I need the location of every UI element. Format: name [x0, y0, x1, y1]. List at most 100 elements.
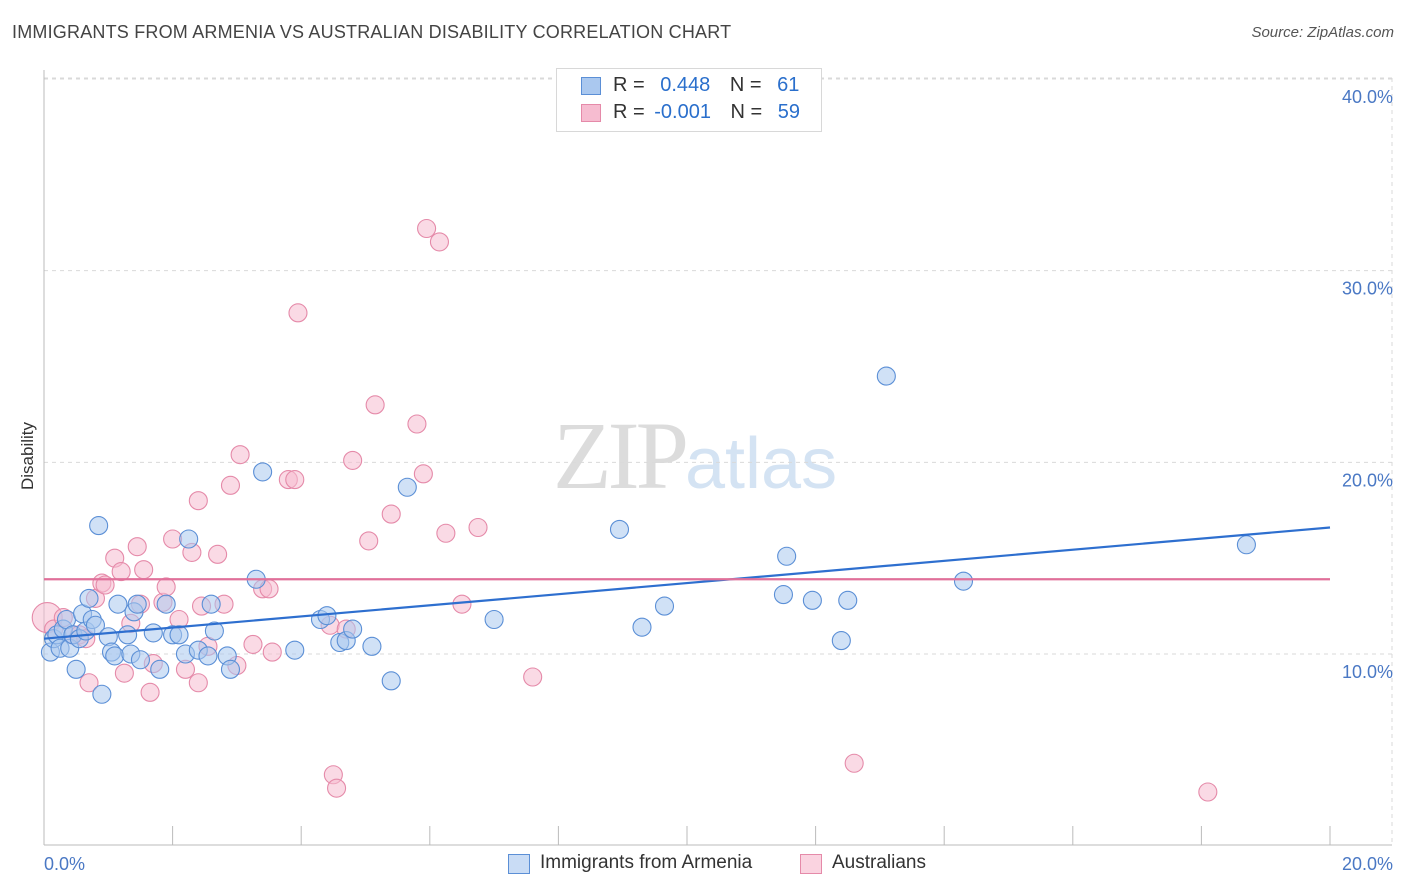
point-armenia — [204, 621, 224, 641]
x-tick-label: 0.0% — [44, 854, 85, 874]
x-tick-label: 20.0% — [1342, 854, 1393, 874]
point-australians — [220, 475, 241, 495]
legend-n-value: 61 — [777, 74, 800, 96]
watermark-zip: ZIP — [553, 402, 689, 509]
point-australians — [327, 778, 347, 798]
watermark-atlas: atlas — [685, 424, 838, 504]
y-tick-label: 10.0% — [1342, 662, 1393, 682]
point-armenia — [89, 516, 109, 536]
point-australians — [288, 303, 308, 323]
legend-swatch-pink — [581, 104, 601, 122]
point-armenia — [777, 546, 797, 566]
legend-n-label: N = — [730, 101, 763, 123]
y-tick-label: 30.0% — [1342, 279, 1393, 299]
series-legend: Immigrants from Armenia Australians — [0, 852, 1406, 878]
point-armenia — [285, 640, 305, 660]
point-australians — [230, 445, 250, 465]
point-armenia — [1236, 535, 1256, 555]
point-armenia — [802, 590, 822, 610]
point-armenia — [79, 588, 99, 608]
point-armenia — [773, 585, 794, 605]
point-australians — [285, 470, 305, 490]
point-australians — [844, 753, 864, 773]
point-australians — [523, 667, 543, 687]
legend-r-value: -0.001 — [654, 101, 711, 123]
point-armenia — [253, 462, 273, 482]
axis-layer — [43, 70, 1392, 846]
point-armenia — [632, 617, 652, 637]
point-australians — [188, 673, 208, 693]
point-armenia — [118, 625, 138, 645]
point-armenia — [198, 646, 218, 666]
point-australians — [140, 682, 160, 702]
point-australians — [127, 537, 147, 557]
point-australians — [417, 218, 437, 239]
point-armenia — [654, 596, 675, 616]
point-australians — [413, 464, 433, 484]
point-armenia — [381, 671, 401, 691]
y-tick-label: 20.0% — [1342, 470, 1393, 490]
series-swatch-blue — [508, 854, 530, 874]
point-armenia — [92, 684, 112, 704]
legend-r-value: 0.448 — [660, 74, 711, 96]
point-armenia — [201, 594, 221, 614]
point-armenia — [220, 659, 241, 679]
legend-swatch-blue — [581, 77, 601, 95]
point-armenia — [130, 650, 150, 670]
legend-r-label: R = — [613, 101, 645, 123]
watermark: ZIPatlas — [553, 400, 837, 511]
point-australians — [95, 575, 115, 595]
series-swatch-pink — [800, 854, 822, 874]
points-layer — [31, 218, 1256, 802]
correlation-legend: R = 0.448 N = 61 R = -0.001 N = 59 — [556, 68, 822, 132]
trend-layer — [43, 526, 1331, 640]
series-legend-label: Australians — [832, 852, 926, 873]
point-armenia — [397, 477, 417, 497]
tick-label-layer: 10.0% 20.0% 30.0% 40.0% 0.0% 20.0% — [44, 87, 1393, 874]
point-australians — [468, 517, 488, 538]
point-armenia — [484, 609, 504, 630]
point-australians — [343, 450, 363, 470]
y-tick-label: 40.0% — [1342, 87, 1393, 107]
point-australians — [262, 642, 282, 662]
legend-n-value: 59 — [777, 101, 801, 123]
chart-title: IMMIGRANTS FROM ARMENIA VS AUSTRALIAN DI… — [12, 22, 732, 42]
point-australians — [111, 562, 131, 582]
point-armenia — [108, 594, 128, 614]
point-armenia — [609, 519, 630, 539]
point-armenia — [343, 619, 363, 639]
point-australians — [156, 577, 176, 597]
point-australians — [134, 560, 154, 580]
point-australians — [243, 634, 263, 654]
point-australians — [429, 232, 449, 252]
point-australians — [359, 531, 379, 551]
point-armenia — [362, 636, 382, 656]
point-armenia — [838, 590, 858, 610]
point-australians — [436, 523, 456, 543]
source-credit: Source: ZipAtlas.com — [1251, 24, 1394, 41]
point-armenia — [953, 571, 974, 591]
point-australians — [114, 663, 134, 683]
point-armenia — [143, 623, 163, 643]
point-armenia — [66, 659, 86, 679]
trend-line-armenia — [43, 526, 1331, 640]
legend-n-label: N = — [729, 74, 762, 96]
series-legend-label: Immigrants from Armenia — [540, 852, 753, 873]
point-armenia — [831, 631, 851, 651]
point-armenia — [169, 625, 189, 645]
point-armenia — [156, 594, 176, 614]
point-armenia — [876, 366, 896, 386]
point-australians — [208, 544, 228, 564]
point-australians — [381, 504, 401, 524]
point-armenia — [127, 594, 147, 614]
point-australians — [1198, 782, 1218, 802]
point-armenia — [105, 646, 125, 666]
point-australians — [365, 395, 385, 415]
point-australians — [163, 529, 183, 549]
point-australians — [407, 414, 427, 434]
point-australians — [188, 491, 208, 511]
legend-r-label: R = — [613, 74, 645, 96]
point-armenia — [150, 659, 170, 679]
point-armenia — [179, 529, 199, 549]
